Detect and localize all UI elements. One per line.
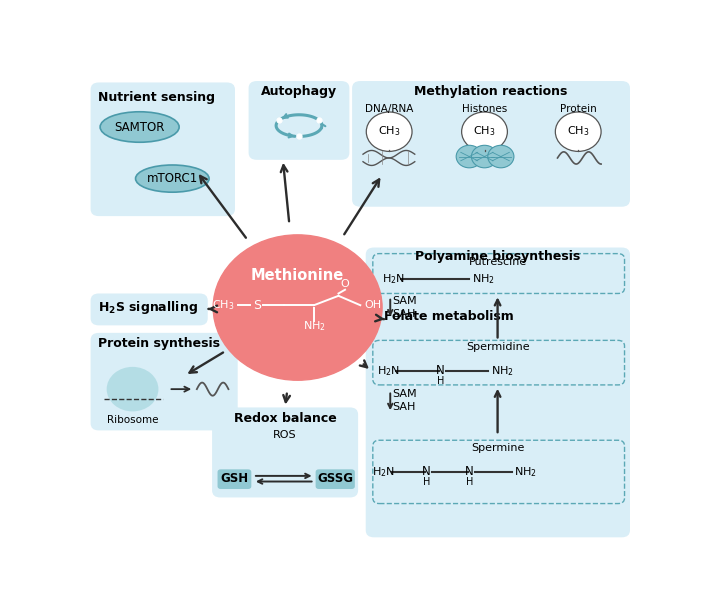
Text: $\mathregular{H_2N}$: $\mathregular{H_2N}$ (377, 364, 399, 378)
Text: $\mathregular{NH_2}$: $\mathregular{NH_2}$ (514, 465, 537, 479)
Text: mTORC1: mTORC1 (147, 172, 198, 185)
Text: $\mathregular{CH_3}$: $\mathregular{CH_3}$ (378, 124, 401, 138)
Ellipse shape (100, 112, 179, 143)
Circle shape (213, 235, 382, 380)
Text: N: N (465, 465, 474, 478)
Text: GSSG: GSSG (317, 472, 353, 485)
Text: $\mathregular{CH_3}$: $\mathregular{CH_3}$ (473, 124, 496, 138)
Text: $\mathregular{NH_2}$: $\mathregular{NH_2}$ (472, 272, 495, 286)
Text: SAM: SAM (392, 389, 416, 400)
Text: Ribosome: Ribosome (107, 415, 158, 424)
Text: $\mathbf{H_2S}$ signalling: $\mathbf{H_2S}$ signalling (98, 299, 198, 316)
FancyBboxPatch shape (366, 247, 630, 537)
FancyBboxPatch shape (217, 470, 252, 489)
Circle shape (488, 146, 514, 168)
FancyBboxPatch shape (385, 303, 513, 334)
Text: SAH: SAH (392, 309, 415, 319)
Text: Spermidine: Spermidine (466, 342, 529, 352)
Text: $\mathregular{H_2N}$: $\mathregular{H_2N}$ (382, 272, 405, 286)
Ellipse shape (136, 165, 209, 192)
Text: $\mathregular{H_2N}$: $\mathregular{H_2N}$ (373, 465, 395, 479)
Text: Protein: Protein (560, 104, 597, 113)
Text: H: H (423, 477, 430, 487)
Text: H: H (437, 376, 444, 386)
Text: Nutrient sensing: Nutrient sensing (98, 91, 214, 104)
Text: Folate metabolism: Folate metabolism (384, 310, 513, 323)
Text: H: H (465, 477, 473, 487)
Text: $\mathregular{NH_2}$: $\mathregular{NH_2}$ (302, 319, 325, 333)
FancyBboxPatch shape (212, 407, 358, 498)
Ellipse shape (107, 367, 158, 412)
Text: Methylation reactions: Methylation reactions (414, 85, 568, 98)
Circle shape (555, 112, 601, 152)
Text: N: N (436, 364, 445, 378)
Text: S: S (253, 298, 261, 312)
Text: OH: OH (365, 300, 382, 310)
Text: DNA/RNA: DNA/RNA (365, 104, 413, 113)
Text: Histones: Histones (462, 104, 507, 113)
FancyBboxPatch shape (352, 81, 630, 206)
FancyBboxPatch shape (91, 333, 238, 431)
Text: $\mathregular{CH_3}$: $\mathregular{CH_3}$ (212, 298, 235, 312)
Text: SAM: SAM (392, 295, 416, 306)
Text: ROS: ROS (273, 431, 297, 440)
Text: $\mathregular{CH_3}$: $\mathregular{CH_3}$ (567, 124, 589, 138)
FancyBboxPatch shape (249, 81, 349, 160)
Text: Polyamine biosynthesis: Polyamine biosynthesis (415, 250, 580, 263)
Text: N: N (422, 465, 430, 478)
Text: Redox balance: Redox balance (233, 412, 337, 424)
Circle shape (472, 146, 498, 168)
FancyBboxPatch shape (316, 470, 355, 489)
Text: $\mathregular{NH_2}$: $\mathregular{NH_2}$ (491, 364, 514, 378)
Circle shape (456, 146, 482, 168)
Text: SAH: SAH (392, 403, 415, 412)
Text: Autophagy: Autophagy (261, 85, 337, 98)
Text: Protein synthesis: Protein synthesis (98, 337, 219, 350)
Circle shape (366, 112, 412, 152)
Text: SAMTOR: SAMTOR (115, 121, 165, 133)
FancyBboxPatch shape (91, 294, 208, 325)
Text: Putrescine: Putrescine (468, 258, 527, 267)
Circle shape (462, 112, 508, 152)
Text: Methionine: Methionine (251, 268, 344, 283)
FancyBboxPatch shape (91, 82, 235, 216)
Text: O: O (341, 279, 349, 289)
Text: Spermine: Spermine (471, 443, 524, 452)
Text: GSH: GSH (220, 472, 248, 485)
